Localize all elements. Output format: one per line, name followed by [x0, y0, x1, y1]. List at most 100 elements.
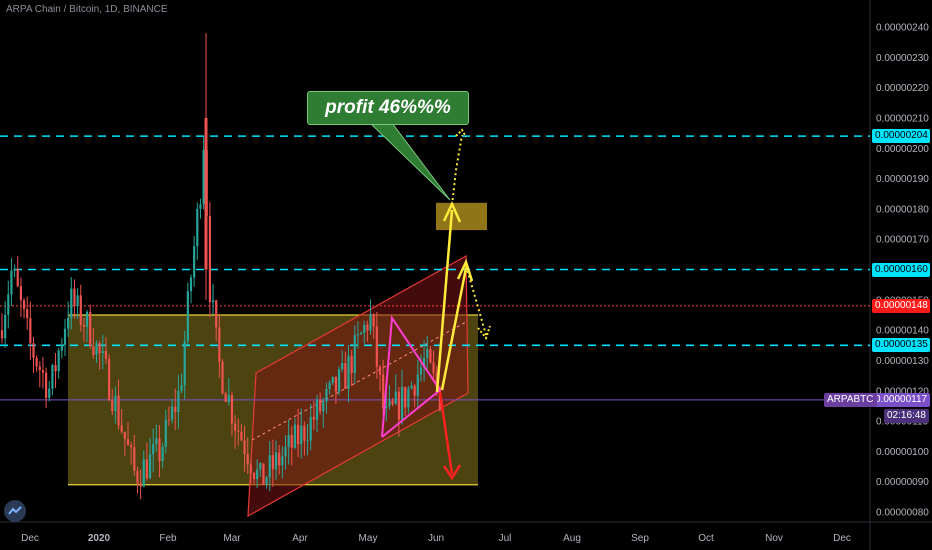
price-tick-label: 0.00000100	[876, 447, 929, 458]
candle-body	[274, 452, 278, 470]
candle-body	[293, 424, 297, 448]
candle-body	[111, 400, 114, 412]
dotted-arrow-head	[455, 128, 467, 138]
profit-annotation: profit 46%%%	[307, 91, 469, 125]
price-tag: 0.00000148	[872, 298, 930, 313]
price-tick-label: 0.00000220	[876, 83, 929, 94]
candle-body	[51, 364, 54, 389]
price-tick-label: 0.00000140	[876, 326, 929, 337]
candle-body	[404, 386, 407, 408]
time-axis-label: Feb	[159, 533, 177, 544]
candle-body	[133, 447, 136, 471]
candle-body	[240, 431, 243, 441]
candle-body	[309, 416, 312, 441]
candle-body	[369, 314, 372, 331]
candle-body	[41, 370, 45, 373]
dotted-target-path	[451, 134, 463, 206]
candle-body	[199, 204, 202, 209]
candle-body	[148, 454, 152, 479]
candle-body	[306, 440, 309, 442]
candle-body	[189, 277, 193, 292]
candle-body	[303, 425, 306, 441]
candle-body	[249, 464, 252, 474]
time-axis-label: Oct	[698, 533, 714, 544]
candle-body	[142, 459, 145, 487]
price-tick-label: 0.00000130	[876, 356, 929, 367]
candle-body	[92, 346, 95, 355]
time-axis-label: Sep	[631, 533, 649, 544]
candle-body	[435, 372, 438, 388]
candle-body	[60, 344, 63, 351]
candle-body	[400, 386, 404, 420]
dotted-pullback-head	[477, 325, 491, 341]
candle-body	[344, 363, 347, 389]
candle-body	[29, 318, 32, 344]
candle-body	[356, 334, 360, 336]
candle-body	[375, 326, 378, 367]
candle-body	[397, 391, 400, 420]
price-tick-label: 0.00000080	[876, 508, 929, 519]
candle-body	[158, 438, 161, 462]
candle-body	[347, 355, 350, 389]
candle-body	[117, 395, 120, 426]
price-tick-label: 0.00000240	[876, 23, 929, 34]
candle-body	[265, 477, 268, 485]
candle-body	[171, 406, 174, 420]
candle-body	[136, 470, 139, 484]
candle-body	[432, 362, 435, 373]
candle-body	[196, 208, 199, 247]
candle-body	[271, 455, 274, 470]
candle-body	[211, 300, 215, 303]
candle-body	[413, 385, 416, 396]
candle-body	[290, 435, 293, 448]
candle-body	[82, 325, 85, 328]
candle-body	[227, 395, 230, 402]
tradingview-logo-icon[interactable]	[4, 500, 26, 522]
time-axis-label: Jul	[499, 533, 512, 544]
candle-body	[193, 246, 196, 278]
candle-body	[67, 317, 70, 329]
candle-body	[183, 340, 186, 386]
candle-body	[237, 430, 240, 432]
candle-body	[32, 343, 35, 358]
price-tag: 0.00000160	[872, 262, 930, 277]
symbol-price-tag: ARPABTC	[824, 392, 877, 407]
candle-body	[186, 291, 189, 341]
candle-body	[363, 324, 366, 334]
candle-body	[54, 364, 57, 372]
price-tick-label: 0.00000120	[876, 386, 929, 397]
candle-body	[322, 401, 325, 412]
candle-body	[366, 324, 369, 331]
profit-callout-pointer	[368, 122, 451, 201]
symbol-title: ARPA Chain / Bitcoin, 1D, BINANCE	[6, 4, 168, 15]
candle-body	[208, 215, 211, 303]
price-tick-label: 0.00000190	[876, 174, 929, 185]
candle-body	[382, 374, 385, 408]
candle-body	[101, 351, 104, 354]
candle-body	[252, 473, 256, 480]
candle-body	[120, 425, 123, 432]
candle-body	[300, 425, 303, 445]
candle-body	[114, 395, 117, 412]
candle-body	[7, 294, 10, 315]
candle-body	[45, 372, 48, 398]
candle-body	[35, 357, 38, 367]
time-axis-label: Nov	[765, 533, 783, 544]
candle-body	[204, 117, 208, 270]
candle-body	[419, 367, 423, 375]
candle-body	[337, 369, 341, 392]
time-axis-label: Dec	[833, 533, 851, 544]
candle-body	[0, 330, 4, 339]
channel-top-arrow	[440, 267, 468, 391]
time-axis-label: Mar	[223, 533, 241, 544]
candle-body	[202, 149, 205, 205]
candle-body	[378, 366, 382, 375]
price-tick-label: 0.00000170	[876, 235, 929, 246]
candle-body	[73, 288, 76, 306]
candle-body	[98, 343, 101, 354]
candle-body	[394, 391, 397, 404]
candle-body	[26, 309, 29, 319]
candle-body	[167, 419, 171, 421]
candle-body	[350, 355, 353, 373]
